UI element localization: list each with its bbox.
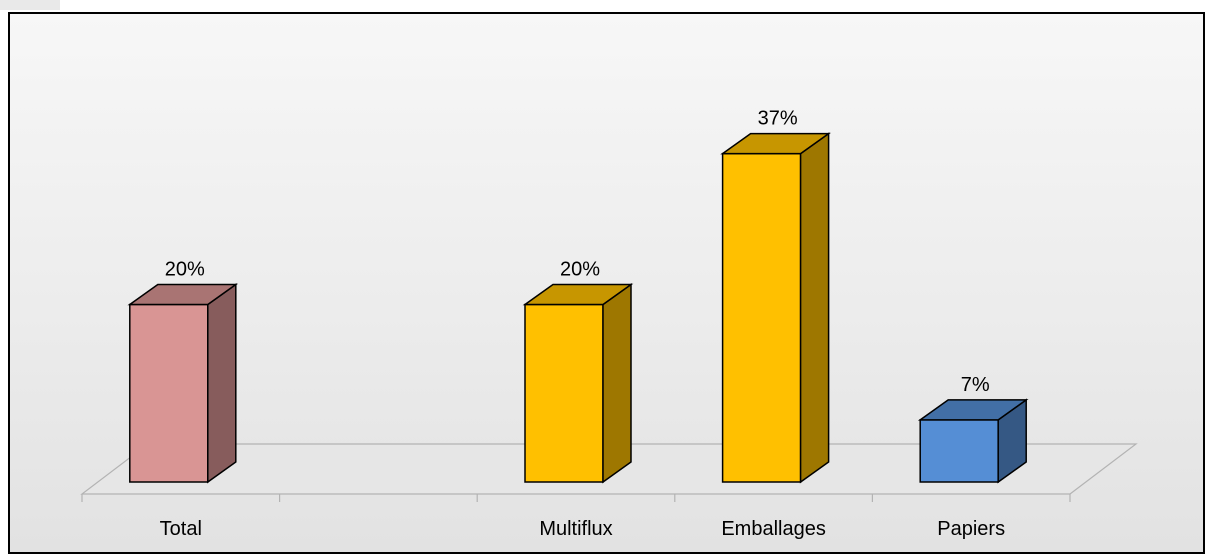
- category-label: Multiflux: [539, 518, 612, 540]
- bar-front: [524, 303, 604, 483]
- bar-chart: Total 20% Multiflux 20% Emballages 37% Papiers…: [80, 108, 1138, 540]
- category-label: Total: [160, 518, 202, 540]
- bar-side: [799, 132, 830, 484]
- bar-top: [720, 132, 831, 155]
- bar-top: [127, 283, 239, 306]
- data-label: 37%: [758, 108, 798, 130]
- top-strip: [0, 0, 60, 10]
- data-label: 20%: [165, 259, 205, 281]
- bar-front: [721, 152, 802, 483]
- bar-front: [129, 303, 209, 483]
- chart-frame: Total 20% Multiflux 20% Emballages 37% Papiers…: [8, 12, 1205, 554]
- category-label: Emballages: [721, 518, 826, 540]
- bar-top: [917, 399, 1029, 421]
- bar-top: [522, 283, 634, 306]
- category-label: Papiers: [937, 518, 1005, 540]
- bar-side: [207, 283, 237, 484]
- data-label: 20%: [560, 259, 600, 281]
- data-label: 7%: [961, 374, 990, 396]
- bar-side: [602, 283, 632, 484]
- bars-group: [127, 132, 1029, 484]
- bar-front: [919, 419, 999, 483]
- labels-group: Total 20% Multiflux 20% Emballages 37% Papiers…: [160, 108, 1005, 540]
